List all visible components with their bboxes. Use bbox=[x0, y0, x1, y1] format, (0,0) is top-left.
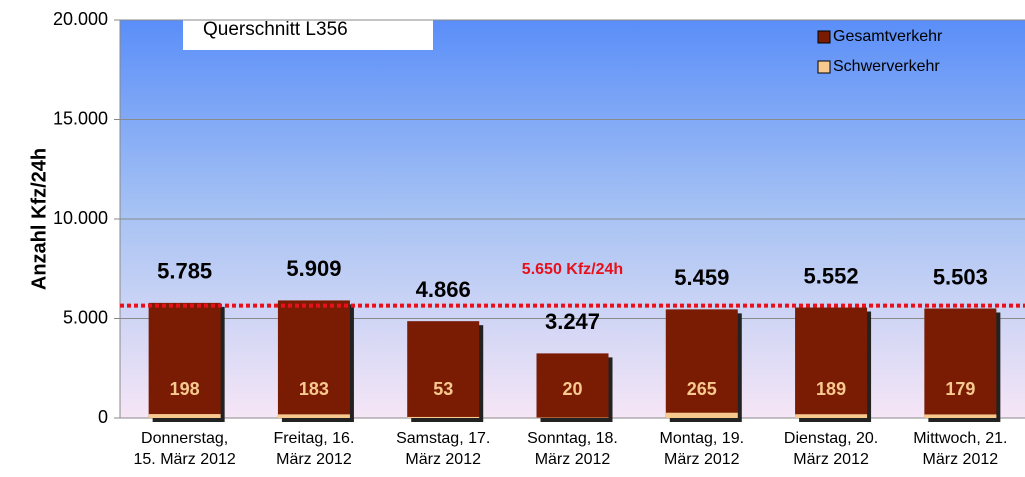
bar bbox=[536, 353, 609, 418]
bar bbox=[148, 302, 221, 418]
data-label: 5.459 bbox=[674, 265, 729, 290]
x-tick-label: Freitag, 16. März 2012 bbox=[273, 430, 355, 468]
data-label: 179 bbox=[945, 379, 975, 399]
y-tick-label: 20.000 bbox=[53, 9, 108, 29]
data-label: 20 bbox=[562, 379, 582, 399]
x-tick-label: Montag, 19. März 2012 bbox=[659, 430, 745, 468]
data-label: 5.552 bbox=[804, 263, 859, 288]
data-label: 4.866 bbox=[416, 277, 471, 302]
x-tick-label: Donnerstag, 15. März 2012 bbox=[133, 430, 236, 468]
legend-label: Gesamtverkehr bbox=[833, 28, 943, 45]
y-axis-label: Anzahl Kfz/24h bbox=[28, 148, 50, 290]
bar bbox=[277, 300, 350, 418]
bar bbox=[407, 321, 480, 418]
data-label: 5.503 bbox=[933, 264, 988, 289]
reference-label: 5.650 Kfz/24h bbox=[522, 261, 623, 278]
bar bbox=[277, 414, 350, 418]
bar bbox=[665, 309, 738, 418]
bar bbox=[148, 414, 221, 418]
data-label: 5.909 bbox=[286, 256, 341, 281]
x-tick-label: Dienstag, 20. März 2012 bbox=[783, 430, 879, 468]
y-tick-label: 0 bbox=[98, 407, 108, 427]
data-label: 183 bbox=[299, 379, 329, 399]
bar bbox=[665, 412, 738, 418]
bar bbox=[924, 414, 997, 418]
legend-label: Schwerverkehr bbox=[833, 58, 940, 75]
legend-swatch bbox=[817, 30, 831, 44]
data-label: 189 bbox=[816, 379, 846, 399]
data-label: 5.785 bbox=[157, 259, 212, 284]
legend-swatch bbox=[817, 60, 831, 74]
bar bbox=[795, 414, 868, 418]
data-label: 3.247 bbox=[545, 309, 600, 334]
y-tick-label: 10.000 bbox=[53, 208, 108, 228]
x-tick-label: Mittwoch, 21. März 2012 bbox=[913, 430, 1008, 468]
bar bbox=[924, 308, 997, 418]
x-tick-label: Sonntag, 18. März 2012 bbox=[527, 430, 618, 468]
data-label: 265 bbox=[687, 379, 717, 399]
bar bbox=[407, 416, 480, 418]
chart-title: Querschnitt L356 bbox=[203, 19, 348, 40]
data-label: 53 bbox=[433, 379, 453, 399]
data-label: 198 bbox=[170, 379, 200, 399]
x-tick-label: Samstag, 17. März 2012 bbox=[396, 430, 491, 468]
bar bbox=[795, 307, 868, 418]
y-tick-label: 15.000 bbox=[53, 108, 108, 128]
y-tick-label: 5.000 bbox=[63, 307, 108, 327]
